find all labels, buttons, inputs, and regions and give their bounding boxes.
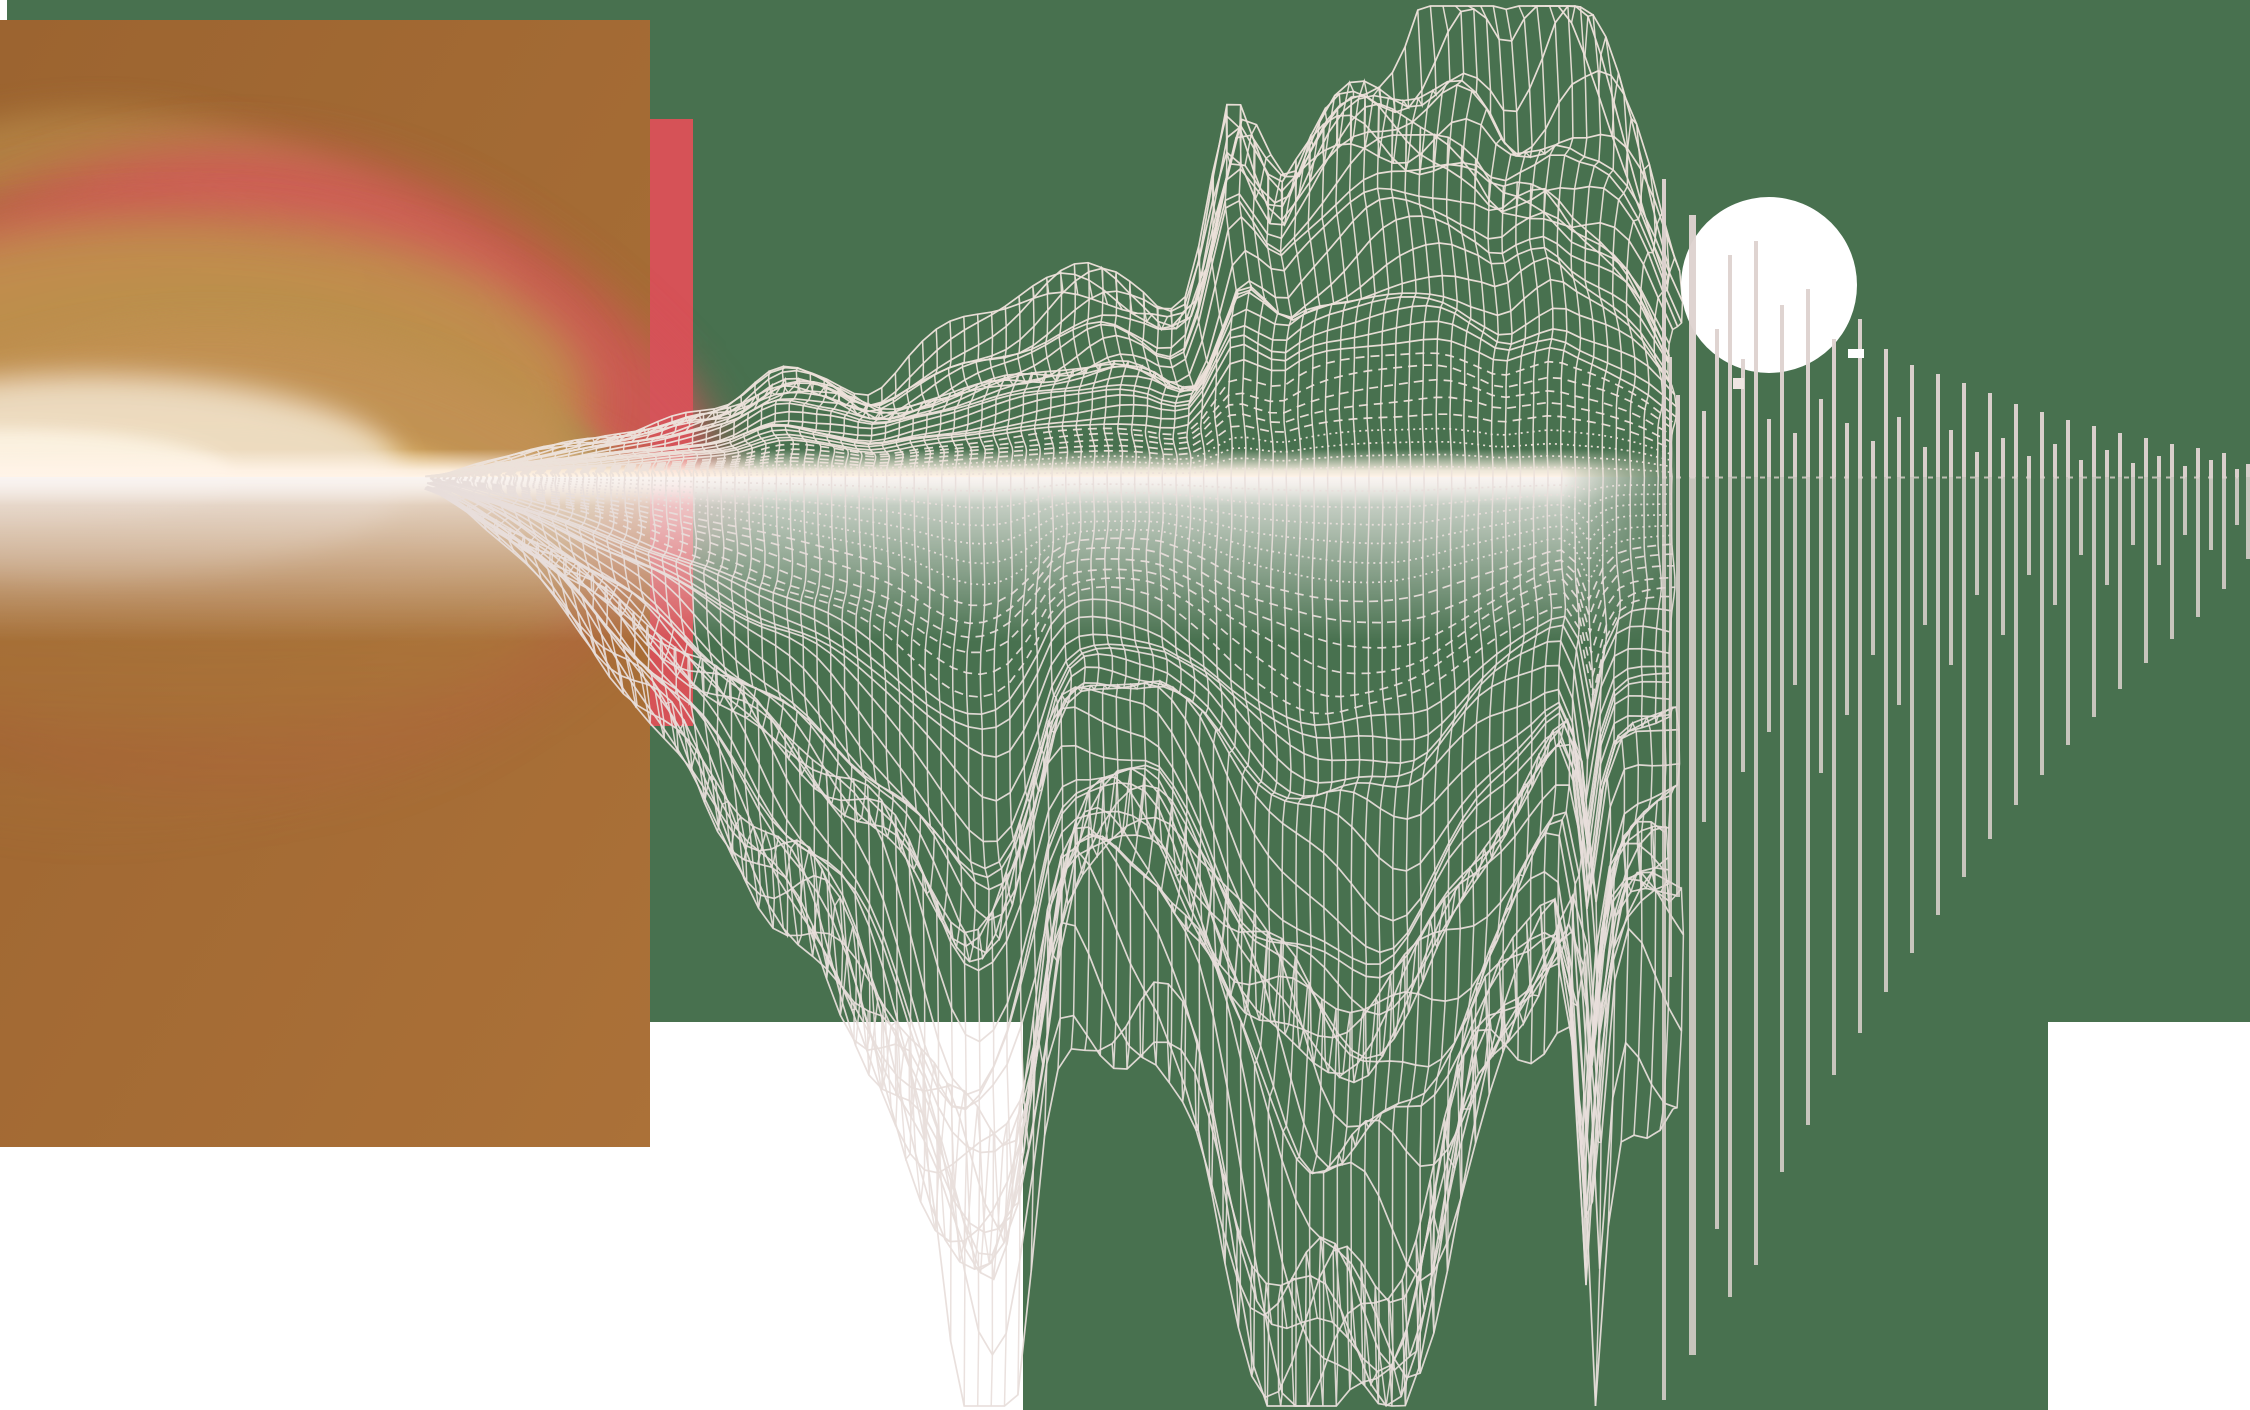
waveform-bars — [1662, 179, 2250, 1400]
terrain-mesh-mountains — [425, 5, 1684, 478]
moon-circle — [1681, 197, 1857, 373]
glitch-artifacts — [0, 0, 1864, 389]
terrain-mesh-underwater — [424, 476, 1685, 1407]
